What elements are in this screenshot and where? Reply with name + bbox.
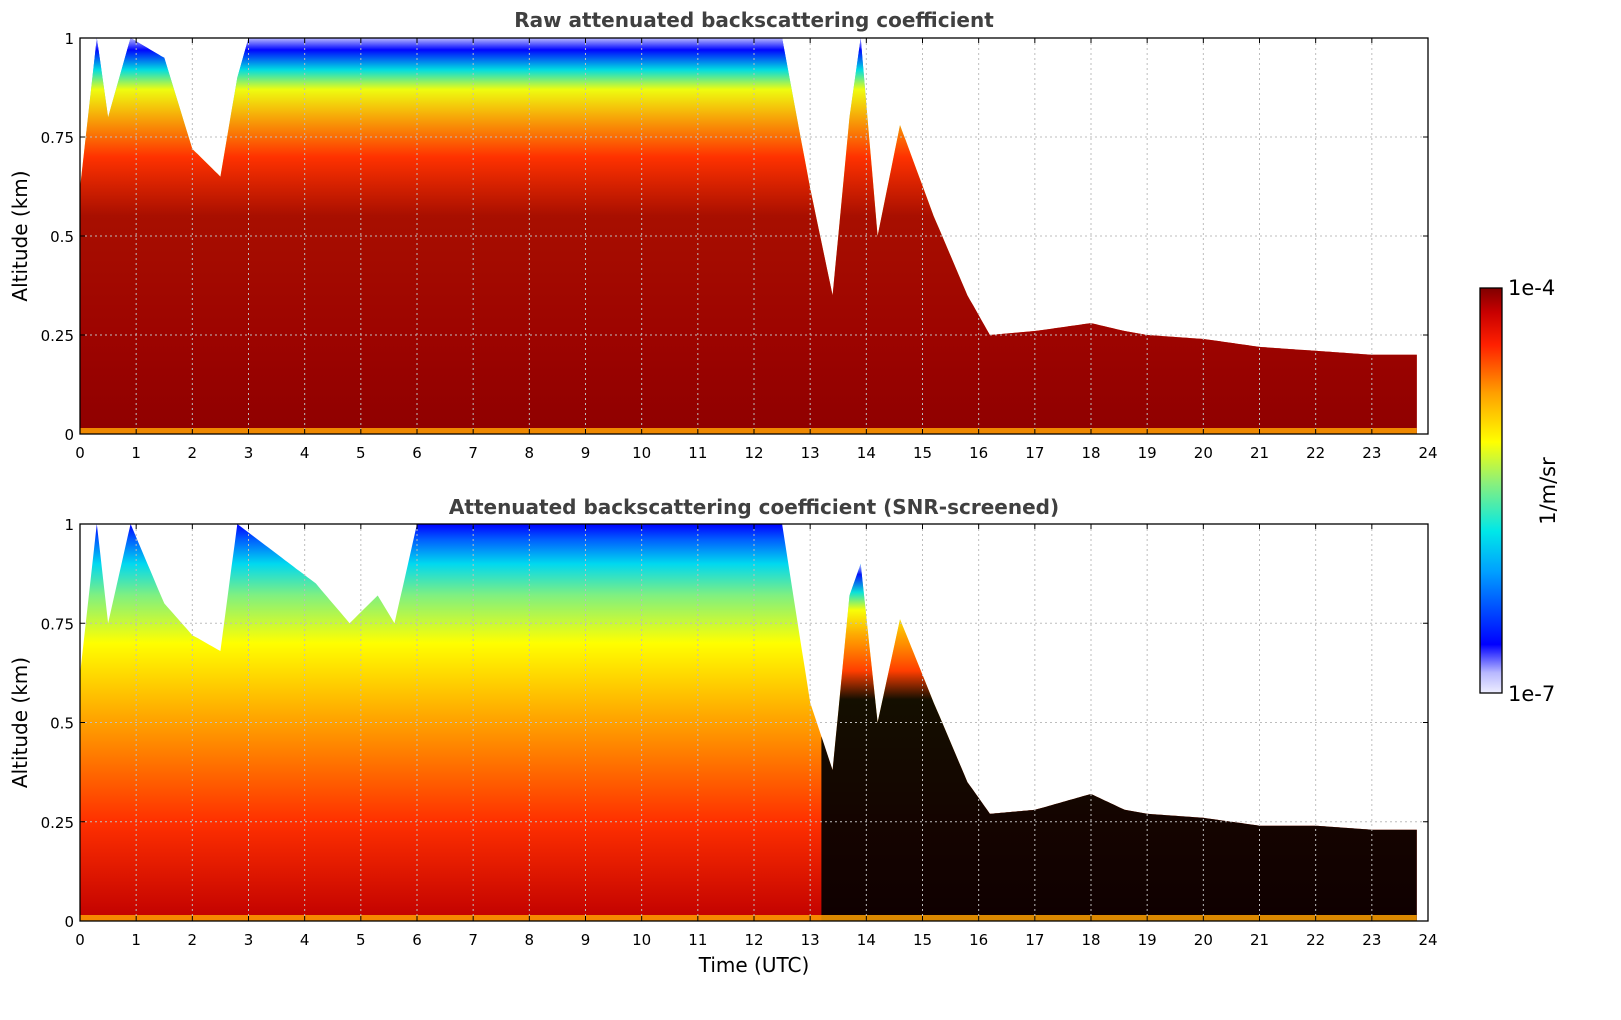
x-tick-label: 24: [1418, 444, 1437, 462]
x-tick-label: 2: [188, 444, 198, 462]
x-tick-label: 18: [1081, 444, 1100, 462]
x-tick-label: 17: [1025, 444, 1044, 462]
x-tick-label: 3: [244, 444, 254, 462]
x-tick-label: 16: [969, 931, 988, 949]
x-tick-label: 8: [525, 444, 535, 462]
x-tick-label: 5: [356, 444, 366, 462]
x-tick-label: 23: [1362, 444, 1381, 462]
raw-backscatter-panel: 0 1 2 3 4 5 6 7 8 9 10 11 12 13 14 15 16 17 18 19 20 21 22 23 24…: [8, 8, 1438, 462]
colorbar-gradient: [1480, 288, 1502, 693]
x-tick-label: 5: [356, 931, 366, 949]
x-tick-label: 8: [525, 931, 535, 949]
x-tick-label: 7: [468, 444, 478, 462]
x-tick-label: 19: [1138, 444, 1157, 462]
x-tick-label: 22: [1306, 931, 1325, 949]
dense-aerosol-layer: [80, 38, 1417, 434]
x-tick-label: 15: [913, 444, 932, 462]
x-tick-label: 4: [300, 931, 310, 949]
chart-title: Attenuated backscattering coefficient (S…: [449, 495, 1059, 519]
y-tick-label: 0.5: [50, 228, 74, 246]
colorbar: 1e-4 1e-7 1/m/sr: [1479, 276, 1560, 706]
y-tick-label: 1: [64, 516, 74, 534]
heatmap-field: [80, 38, 1417, 434]
x-tick-label: 17: [1025, 931, 1044, 949]
x-tick-label: 4: [300, 444, 310, 462]
x-tick-label: 12: [744, 931, 763, 949]
snr-screened-backscatter-panel: 0 1 2 3 4 5 6 7 8 9 10 11 12 13 14 15 16 17 18 19 20 21 22 23 24…: [8, 495, 1438, 977]
x-tick-label: 11: [688, 444, 707, 462]
x-tick-label: 9: [581, 931, 591, 949]
y-axis-label: Altitude (km): [8, 657, 32, 788]
x-tick-label: 1: [131, 444, 141, 462]
y-tick-label: 1: [64, 30, 74, 48]
x-axis-label: Time (UTC): [698, 953, 810, 977]
x-tick-label: 23: [1362, 931, 1381, 949]
y-tick-label: 0.25: [41, 327, 74, 345]
grid: [80, 524, 1428, 921]
x-tick-label: 16: [969, 444, 988, 462]
x-tick-label: 14: [857, 444, 876, 462]
x-tick-label: 11: [688, 931, 707, 949]
x-tick-label: 0: [75, 444, 85, 462]
y-tick-label: 0.5: [50, 715, 74, 733]
x-tick-label: 6: [412, 931, 422, 949]
snr-screened-region: [821, 563, 1417, 921]
x-tick-label: 13: [801, 931, 820, 949]
x-tick-label: 9: [581, 444, 591, 462]
x-tick-label: 13: [801, 444, 820, 462]
x-tick-label: 10: [632, 444, 651, 462]
y-tick-label: 0.75: [41, 615, 74, 633]
x-tick-label: 21: [1250, 444, 1269, 462]
y-tick-label: 0.25: [41, 814, 74, 832]
grid: [80, 38, 1428, 434]
near-surface-strip: [80, 428, 1417, 434]
x-tick-label: 19: [1138, 931, 1157, 949]
colorbar-unit-label: 1/m/sr: [1536, 457, 1560, 525]
near-surface-strip: [80, 915, 1417, 921]
x-tick-label: 21: [1250, 931, 1269, 949]
x-tick-label: 0: [75, 931, 85, 949]
y-tick-label: 0: [64, 426, 74, 444]
x-tick-label: 2: [188, 931, 198, 949]
y-tick-label: 0.75: [41, 129, 74, 147]
x-tick-label: 20: [1194, 444, 1213, 462]
x-tick-label: 10: [632, 931, 651, 949]
colorbar-max-label: 1e-4: [1508, 276, 1555, 300]
x-tick-label: 15: [913, 931, 932, 949]
x-tick-label: 6: [412, 444, 422, 462]
y-axis-label: Altitude (km): [8, 170, 32, 301]
x-tick-label: 14: [857, 931, 876, 949]
x-tick-label: 1: [131, 931, 141, 949]
x-tick-label: 22: [1306, 444, 1325, 462]
x-tick-label: 24: [1418, 931, 1437, 949]
chart-title: Raw attenuated backscattering coefficien…: [514, 8, 994, 32]
y-tick-label: 0: [64, 913, 74, 931]
heatmap-field: [80, 524, 1417, 921]
colorbar-min-label: 1e-7: [1508, 682, 1555, 706]
colorbar-frame: [1479, 287, 1503, 694]
x-tick-label: 20: [1194, 931, 1213, 949]
x-tick-label: 18: [1081, 931, 1100, 949]
x-tick-label: 12: [744, 444, 763, 462]
x-tick-label: 3: [244, 931, 254, 949]
x-tick-label: 7: [468, 931, 478, 949]
